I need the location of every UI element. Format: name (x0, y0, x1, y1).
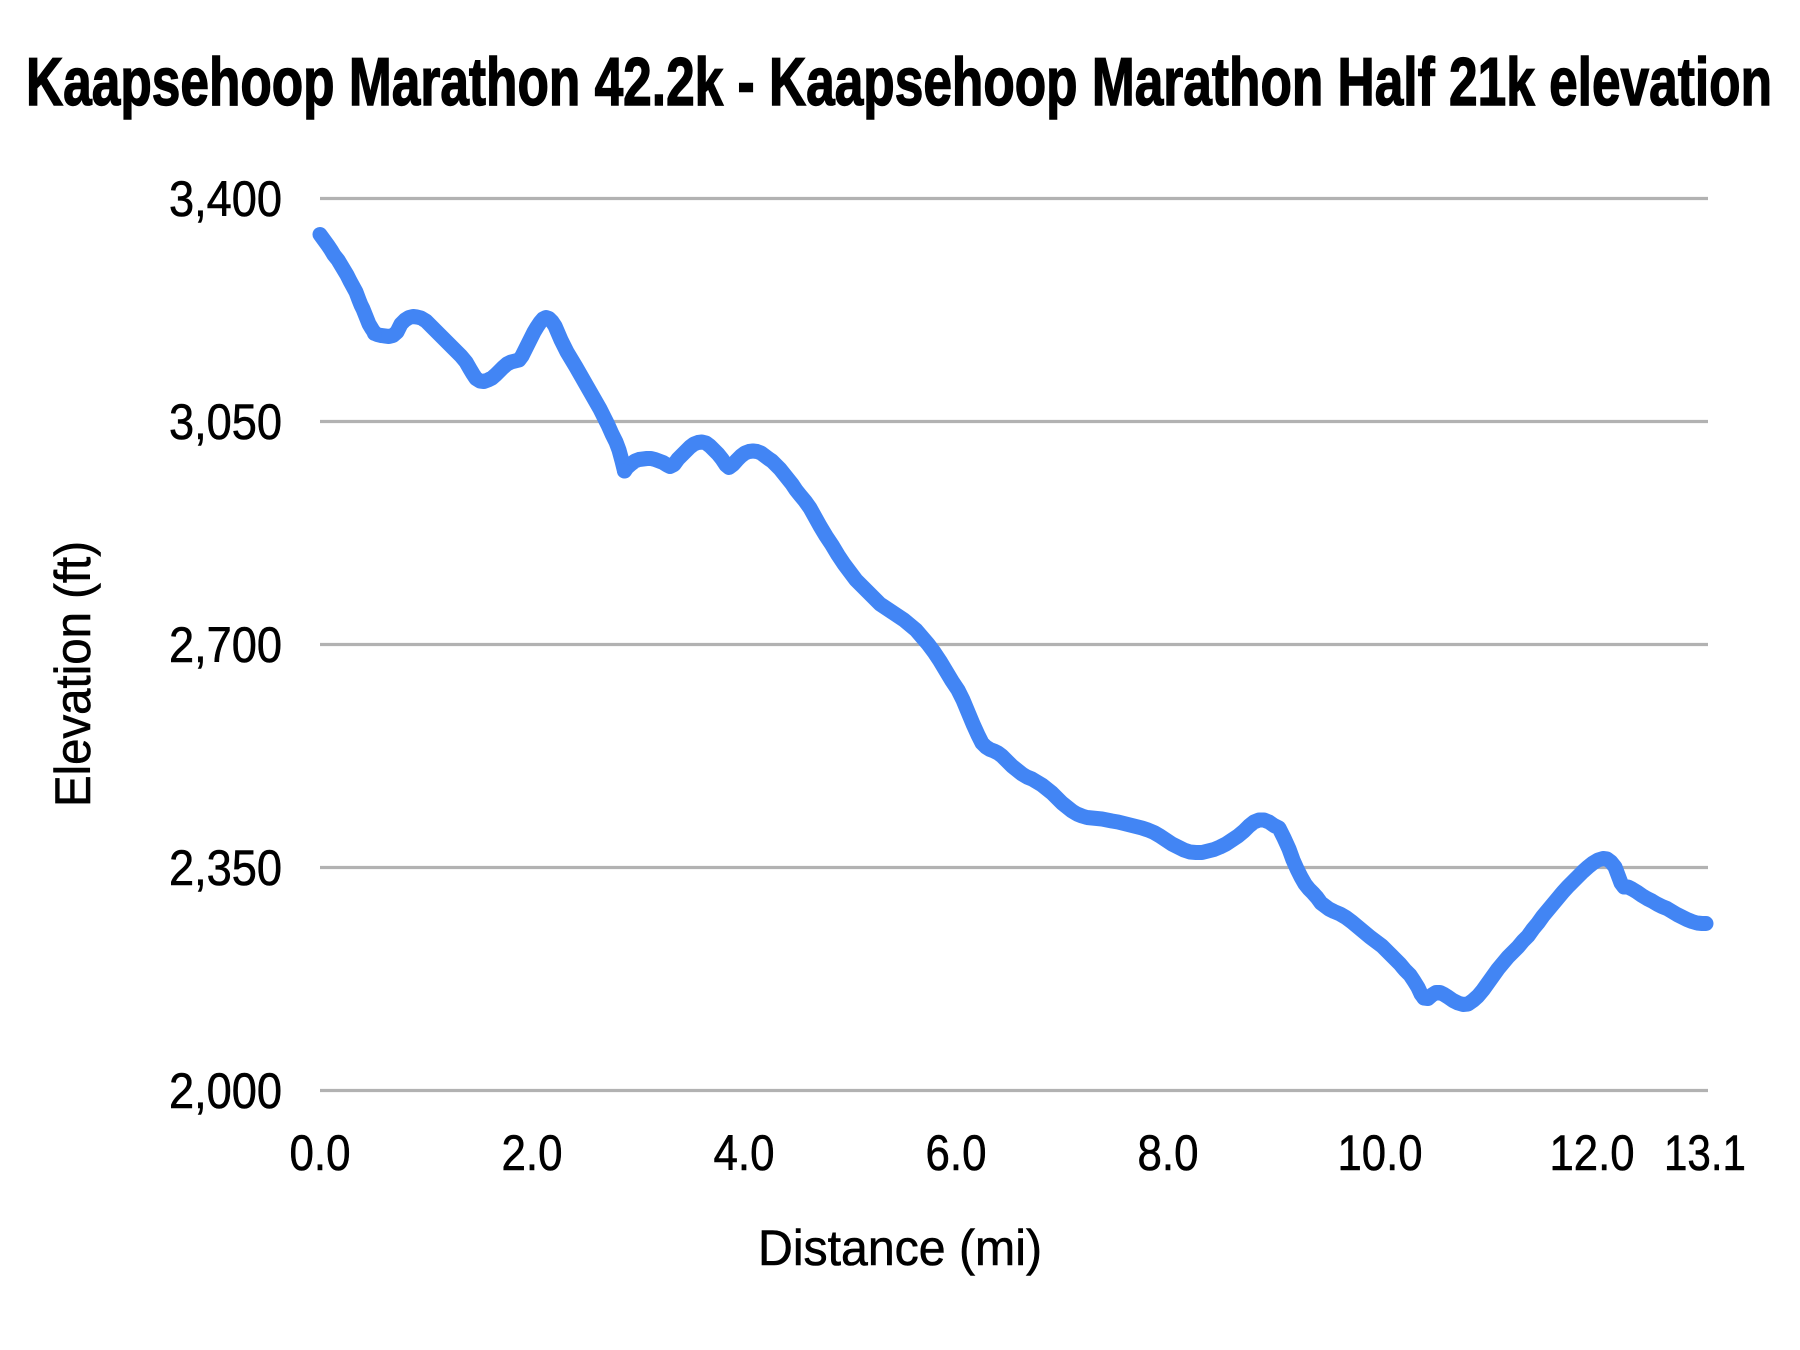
svg-text:13.1: 13.1 (1664, 1125, 1746, 1181)
svg-text:2.0: 2.0 (502, 1125, 563, 1181)
svg-text:2,350: 2,350 (169, 840, 282, 896)
svg-text:0.0: 0.0 (290, 1125, 351, 1181)
svg-text:3,400: 3,400 (169, 171, 282, 227)
svg-text:8.0: 8.0 (1138, 1125, 1199, 1181)
svg-text:6.0: 6.0 (926, 1125, 987, 1181)
svg-text:3,050: 3,050 (169, 394, 282, 450)
svg-text:2,000: 2,000 (169, 1063, 282, 1119)
svg-text:Elevation (ft): Elevation (ft) (45, 541, 101, 807)
svg-text:12.0: 12.0 (1550, 1125, 1635, 1181)
svg-text:4.0: 4.0 (714, 1125, 775, 1181)
svg-text:Distance (mi): Distance (mi) (758, 1220, 1042, 1276)
svg-text:Kaapsehoop Marathon 42.2k - Ka: Kaapsehoop Marathon 42.2k - Kaapsehoop M… (26, 44, 1772, 120)
svg-text:10.0: 10.0 (1338, 1125, 1423, 1181)
svg-text:2,700: 2,700 (169, 617, 282, 673)
